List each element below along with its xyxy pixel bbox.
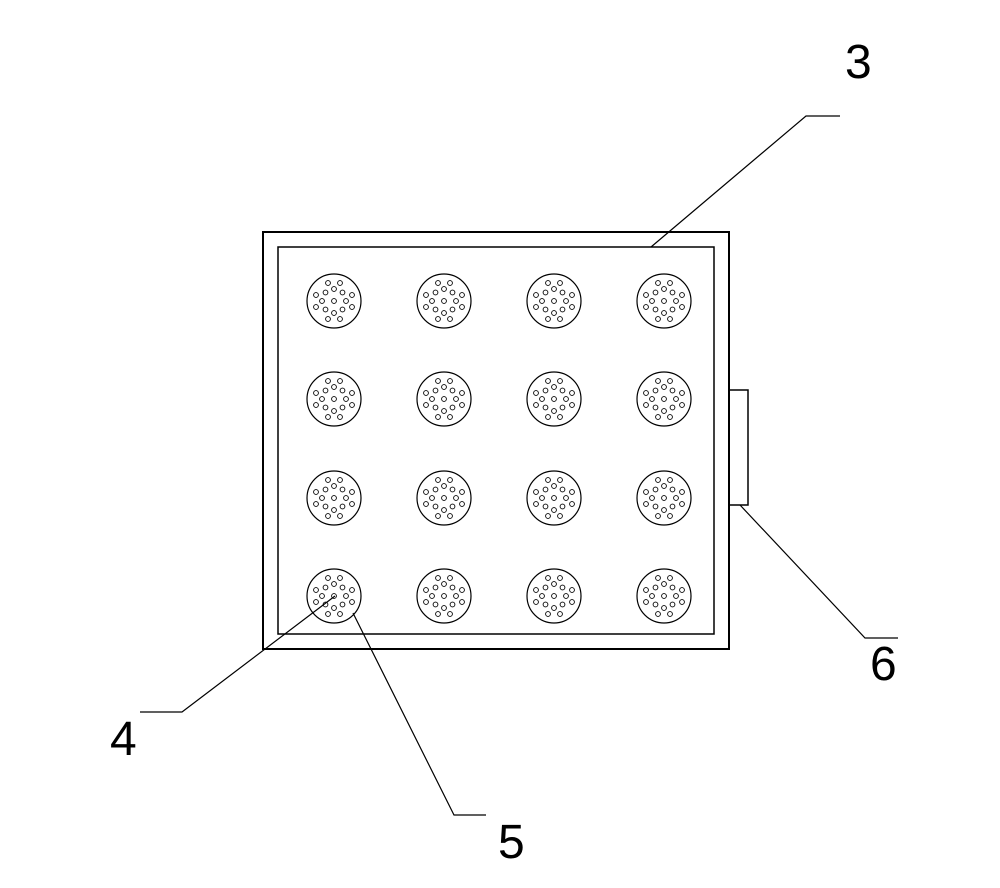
perforated-circle (307, 274, 361, 328)
perforated-circle (637, 569, 691, 623)
callout-label: 4 (110, 713, 137, 766)
perforated-circle (637, 372, 691, 426)
callout-label: 6 (870, 638, 897, 691)
perforated-circle (417, 372, 471, 426)
perforated-circle (417, 274, 471, 328)
perforated-circle (637, 274, 691, 328)
perforated-circle (527, 471, 581, 525)
perforated-circle (417, 471, 471, 525)
perforated-circle (527, 569, 581, 623)
perforated-circle (307, 372, 361, 426)
perforated-circle (307, 471, 361, 525)
technical-diagram: 3 4 5 6 (0, 0, 1000, 888)
perforated-circle (637, 471, 691, 525)
perforated-circle (307, 569, 361, 623)
callout-label: 5 (498, 816, 525, 869)
perforated-circle (527, 274, 581, 328)
perforated-circle (417, 569, 471, 623)
callout-label: 3 (845, 36, 872, 89)
perforated-circle (527, 372, 581, 426)
